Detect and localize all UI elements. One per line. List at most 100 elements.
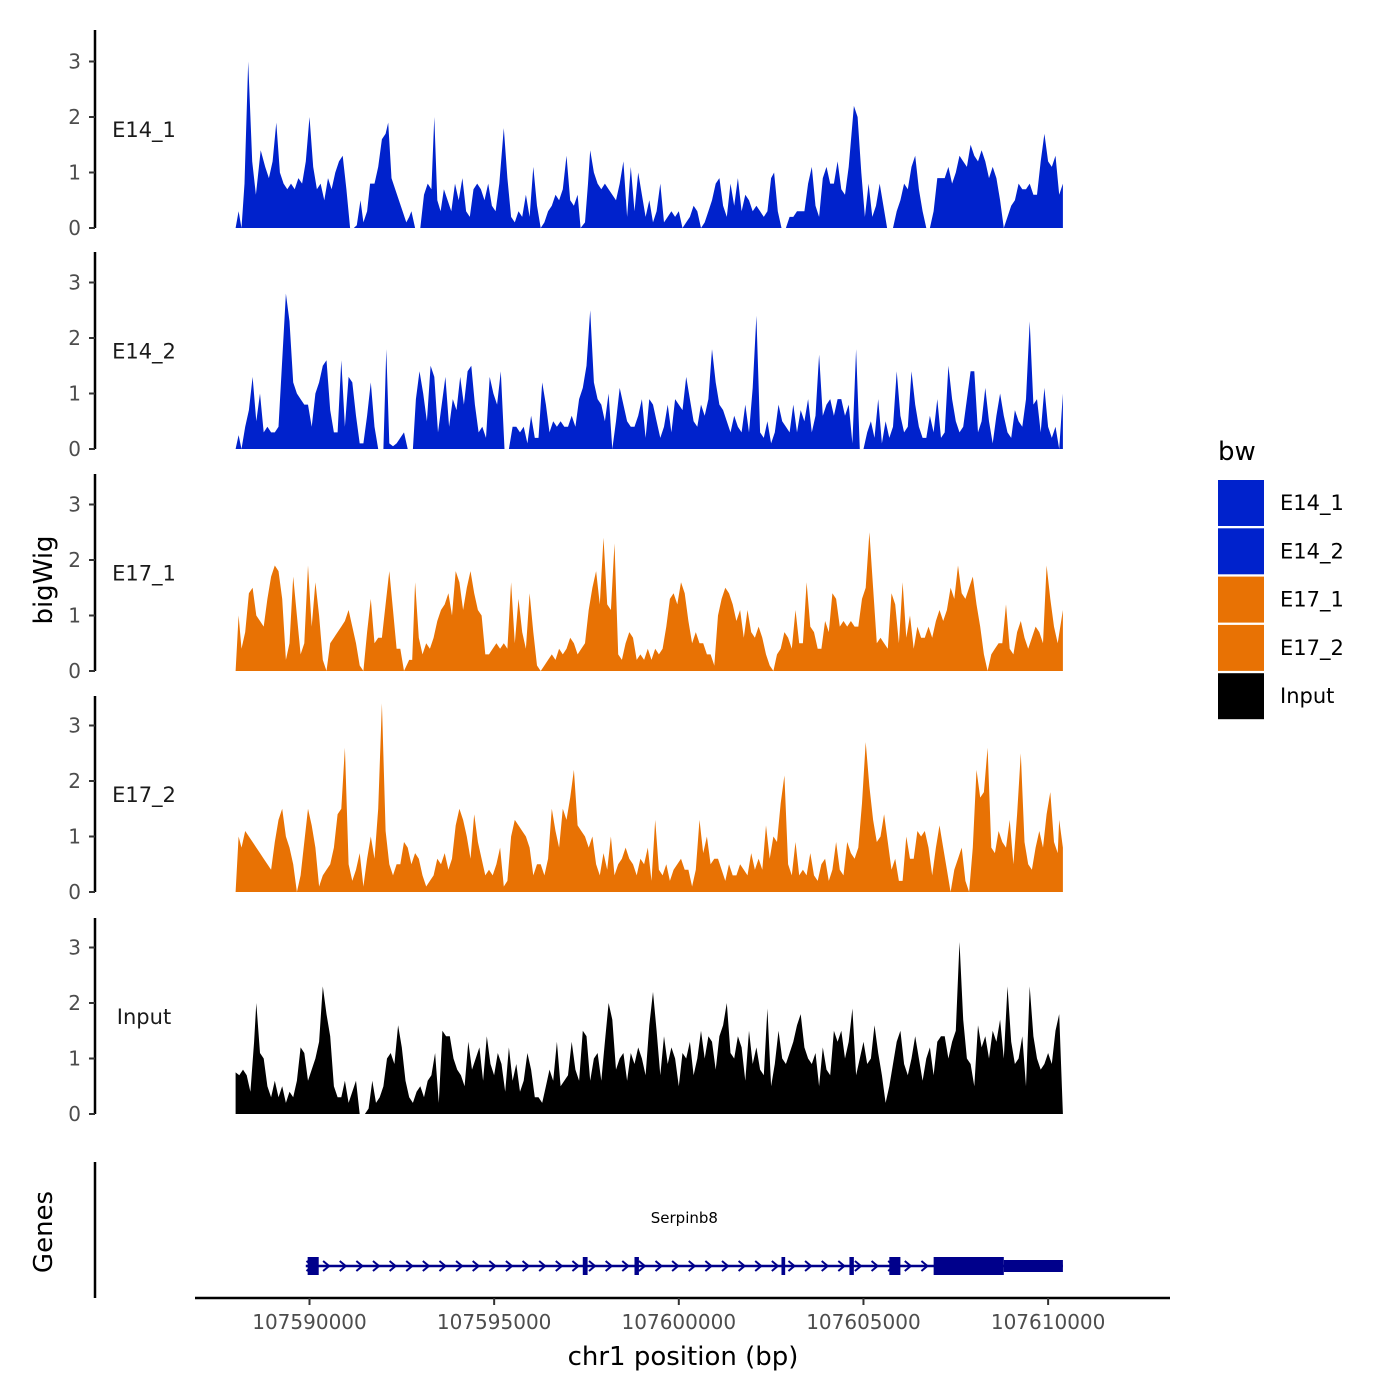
track-label: E17_2 — [112, 783, 176, 808]
y-tick-label: 0 — [68, 1102, 81, 1126]
signal-area-e17-2 — [235, 703, 1063, 892]
y-tick-label: 3 — [68, 50, 81, 74]
y-tick-label: 2 — [68, 326, 81, 350]
strand-arrow — [372, 1260, 381, 1272]
y-tick-label: 3 — [68, 493, 81, 517]
strand-arrow — [355, 1260, 364, 1272]
legend-label-e14-2: E14_2 — [1280, 539, 1344, 564]
strand-arrow — [472, 1260, 481, 1272]
gene-exon — [634, 1257, 639, 1275]
gene-exon — [307, 1257, 319, 1275]
strand-arrow — [405, 1260, 414, 1272]
strand-arrow — [854, 1260, 863, 1272]
y-tick-label: 1 — [68, 825, 81, 849]
gene-exon — [849, 1257, 854, 1275]
strand-arrow — [488, 1260, 497, 1272]
track-label: E14_2 — [112, 340, 176, 365]
signal-area-e14-1 — [235, 61, 1063, 228]
gene-name-label: Serpinb8 — [651, 1209, 718, 1227]
legend-label-e14-1: E14_1 — [1280, 491, 1344, 516]
strand-arrow — [671, 1260, 680, 1272]
gene-exon — [582, 1257, 588, 1275]
strand-arrow — [737, 1260, 747, 1272]
x-tick-label: 107610000 — [991, 1310, 1106, 1334]
strand-arrow — [904, 1260, 913, 1272]
y-tick-label: 2 — [68, 105, 81, 129]
track-e17-1: 0 1 2 3 E17_1 — [68, 474, 1063, 683]
strand-arrow — [505, 1260, 514, 1272]
signal-area-e14-2 — [235, 293, 1063, 449]
y-tick-label: 3 — [68, 714, 81, 738]
y-tick-label: 3 — [68, 936, 81, 960]
genes-axis-title: Genes — [29, 1191, 59, 1273]
track-e17-2: 0 1 2 3 E17_2 — [68, 696, 1063, 904]
y-tick-label: 0 — [68, 880, 81, 904]
y-axis-title: bigWig — [29, 535, 59, 624]
strand-arrow — [821, 1260, 830, 1272]
legend-label-e17-1: E17_1 — [1280, 588, 1344, 613]
strand-arrow — [638, 1260, 647, 1272]
y-tick-label: 1 — [68, 604, 81, 628]
strand-arrow — [604, 1260, 614, 1272]
y-tick-label: 3 — [68, 271, 81, 295]
strand-arrow — [438, 1260, 448, 1272]
gene-track: Serpinb8 — [93, 1162, 1063, 1298]
x-axis: 107590000 107595000 107600000 107605000 1076… — [195, 1296, 1170, 1334]
legend-swatch-e17-2 — [1218, 624, 1264, 671]
strand-arrow — [588, 1260, 597, 1272]
strand-arrow — [870, 1260, 880, 1272]
track-input: 0 1 2 3 Input — [68, 918, 1063, 1126]
y-tick-label: 0 — [68, 216, 81, 240]
y-tick-label: 1 — [68, 382, 81, 406]
strand-arrow — [555, 1260, 564, 1272]
strand-arrow — [521, 1260, 531, 1272]
legend-swatch-e14-1 — [1218, 480, 1264, 526]
track-e14-1: 0 1 2 3 E14_1 — [68, 30, 1063, 240]
strand-arrow — [654, 1260, 664, 1272]
signal-tracks: 0 1 2 3 E14_1 0 1 2 3 E14_2 0 1 2 3 E17_1 0 1 2 3 E17_2 0 1 2 3… — [68, 30, 1063, 1126]
y-tick-label: 2 — [68, 769, 81, 793]
x-axis-title: chr1 position (bp) — [568, 1342, 799, 1372]
legend-label-e17-2: E17_2 — [1280, 636, 1344, 661]
y-tick-label: 2 — [68, 991, 81, 1015]
strand-arrow — [571, 1260, 580, 1272]
strand-arrow — [704, 1260, 713, 1272]
strand-arrow — [688, 1260, 697, 1272]
track-label: Input — [117, 1005, 171, 1029]
y-tick-label: 0 — [68, 659, 81, 683]
legend: bw E14_1 E14_2 E17_1 E17_2 Input — [1218, 437, 1344, 720]
gene-exon — [781, 1257, 786, 1275]
legend-swatch-e17-1 — [1218, 576, 1264, 623]
strand-arrow — [754, 1260, 763, 1272]
legend-swatch-e14-2 — [1218, 528, 1264, 575]
y-tick-label: 0 — [68, 437, 81, 461]
x-tick-label: 107600000 — [622, 1310, 737, 1334]
strand-arrow — [455, 1260, 464, 1272]
legend-label-input: Input — [1280, 684, 1334, 708]
x-tick-label: 107605000 — [806, 1310, 921, 1334]
gene-exon — [933, 1257, 1004, 1275]
strand-arrow — [804, 1260, 813, 1272]
strand-arrow — [538, 1260, 547, 1272]
signal-area-e17-1 — [235, 532, 1063, 671]
strand-arrow — [787, 1260, 797, 1272]
x-tick-label: 107595000 — [437, 1310, 552, 1334]
track-label: E17_1 — [112, 562, 176, 587]
legend-swatch-input — [1218, 673, 1264, 720]
gene-exon — [889, 1257, 901, 1275]
strand-arrow — [920, 1260, 929, 1272]
y-tick-label: 2 — [68, 548, 81, 572]
strand-arrow — [621, 1260, 630, 1272]
signal-area-input — [235, 942, 1063, 1114]
track-e14-2: 0 1 2 3 E14_2 — [68, 252, 1063, 461]
strand-arrow — [771, 1260, 780, 1272]
track-label: E14_1 — [112, 118, 176, 143]
strand-arrow — [388, 1260, 398, 1272]
y-tick-label: 1 — [68, 1047, 81, 1071]
strand-arrow — [721, 1260, 730, 1272]
strand-arrow — [339, 1260, 348, 1272]
strand-arrow — [837, 1260, 846, 1272]
y-tick-label: 1 — [68, 161, 81, 185]
strand-arrow — [322, 1260, 331, 1272]
